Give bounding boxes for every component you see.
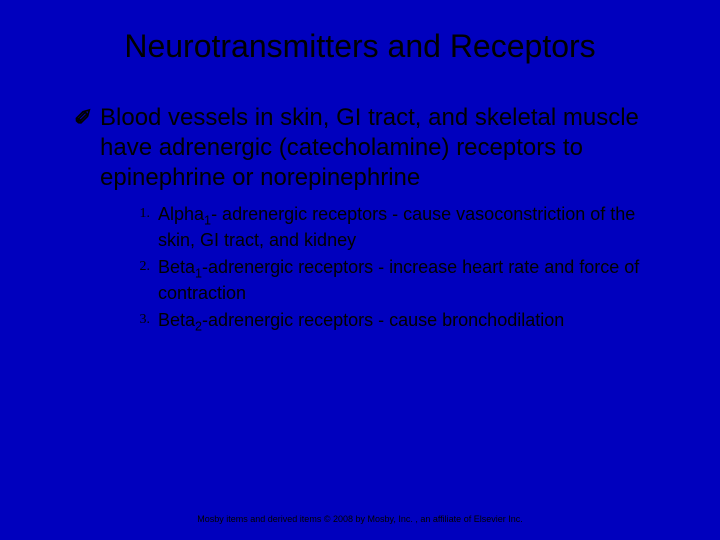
main-bullet-text: Blood vessels in skin, GI tract, and ske… <box>100 103 690 193</box>
list-text-2: Beta1-adrenergic receptors - increase he… <box>158 256 650 305</box>
list-marker-3: 3. <box>134 309 158 331</box>
main-bullet-row: ✐ Blood vessels in skin, GI tract, and s… <box>70 103 690 193</box>
list-item: 1. Alpha1- adrenergic receptors - cause … <box>134 203 650 252</box>
footer-copyright: Mosby items and derived items © 2008 by … <box>0 514 720 524</box>
content-area: ✐ Blood vessels in skin, GI tract, and s… <box>0 85 720 335</box>
list-text-3: Beta2-adrenergic receptors - cause bronc… <box>158 309 564 335</box>
pencil-icon: ✐ <box>70 103 100 133</box>
list-item: 3. Beta2-adrenergic receptors - cause br… <box>134 309 650 335</box>
numbered-list: 1. Alpha1- adrenergic receptors - cause … <box>70 193 690 335</box>
list-marker-2: 2. <box>134 256 158 278</box>
list-item: 2. Beta1-adrenergic receptors - increase… <box>134 256 650 305</box>
slide-title: Neurotransmitters and Receptors <box>0 0 720 85</box>
list-marker-1: 1. <box>134 203 158 225</box>
list-text-1: Alpha1- adrenergic receptors - cause vas… <box>158 203 650 252</box>
